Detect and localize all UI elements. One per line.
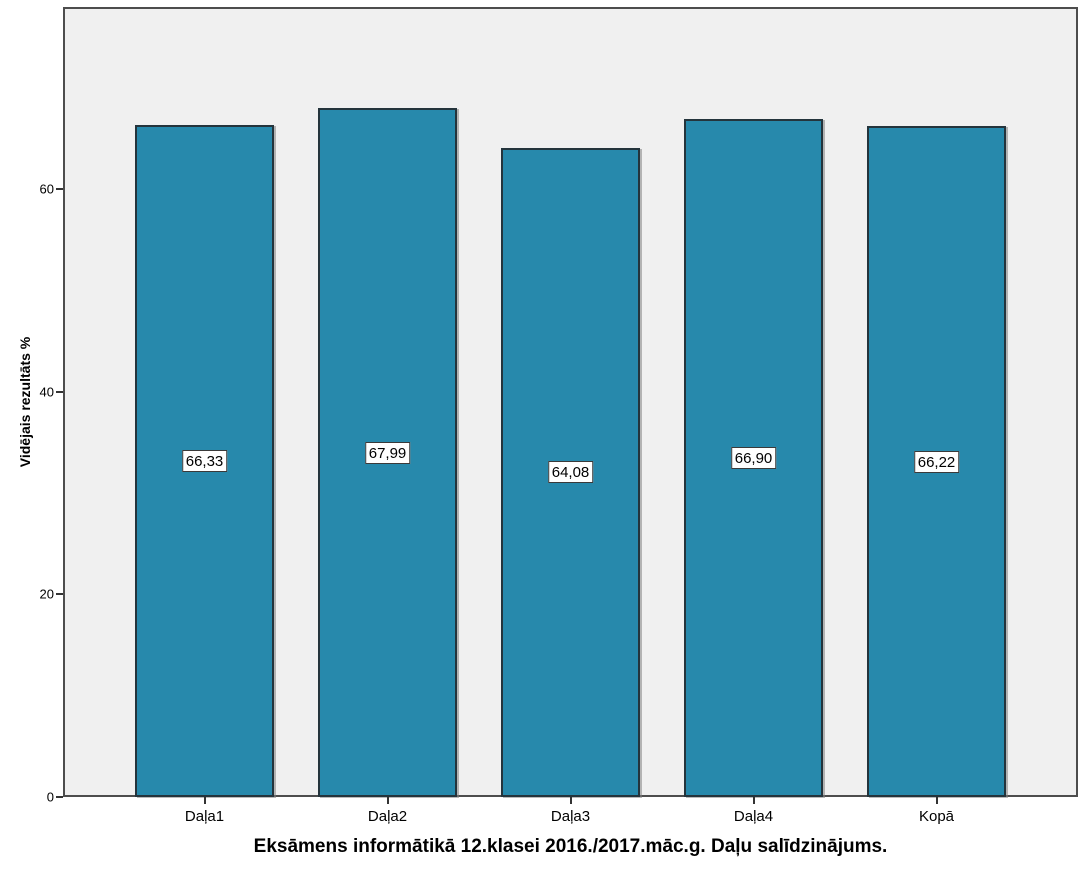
x-axis-category-label: Kopā: [918, 808, 955, 825]
bar-value-label: 66,90: [730, 447, 777, 470]
y-axis-tick-mark: [56, 390, 63, 393]
x-axis-category-label: Daļa2: [367, 808, 408, 825]
x-axis-category-label: Daļa3: [550, 808, 591, 825]
bar-value-label: 66,33: [181, 450, 228, 473]
x-axis-tick-mark: [752, 797, 755, 804]
chart-title: Eksāmens informātikā 12.klasei 2016./201…: [253, 836, 888, 857]
y-axis-tick-label: 0: [46, 789, 54, 805]
y-axis-tick-label: 40: [39, 384, 54, 400]
y-axis-tick-mark: [56, 796, 63, 798]
y-axis-tick-mark: [56, 593, 63, 596]
plot-area: [63, 7, 1078, 797]
bar-value-label: 64,08: [547, 461, 594, 484]
bar-value-label: 66,22: [913, 450, 960, 473]
y-axis-tick-mark: [56, 188, 63, 191]
bar-value-label: 67,99: [364, 441, 411, 464]
y-axis-tick-label: 60: [39, 181, 54, 197]
x-axis-tick-mark: [386, 797, 389, 804]
x-axis-tick-mark: [203, 797, 206, 804]
y-axis-title: Vidējais rezultāts %: [17, 336, 33, 468]
x-axis-tick-mark: [569, 797, 572, 804]
y-axis-tick-label: 20: [39, 586, 54, 602]
x-axis-tick-mark: [935, 797, 938, 804]
x-axis-category-label: Daļa4: [733, 808, 774, 825]
x-axis-category-label: Daļa1: [184, 808, 225, 825]
